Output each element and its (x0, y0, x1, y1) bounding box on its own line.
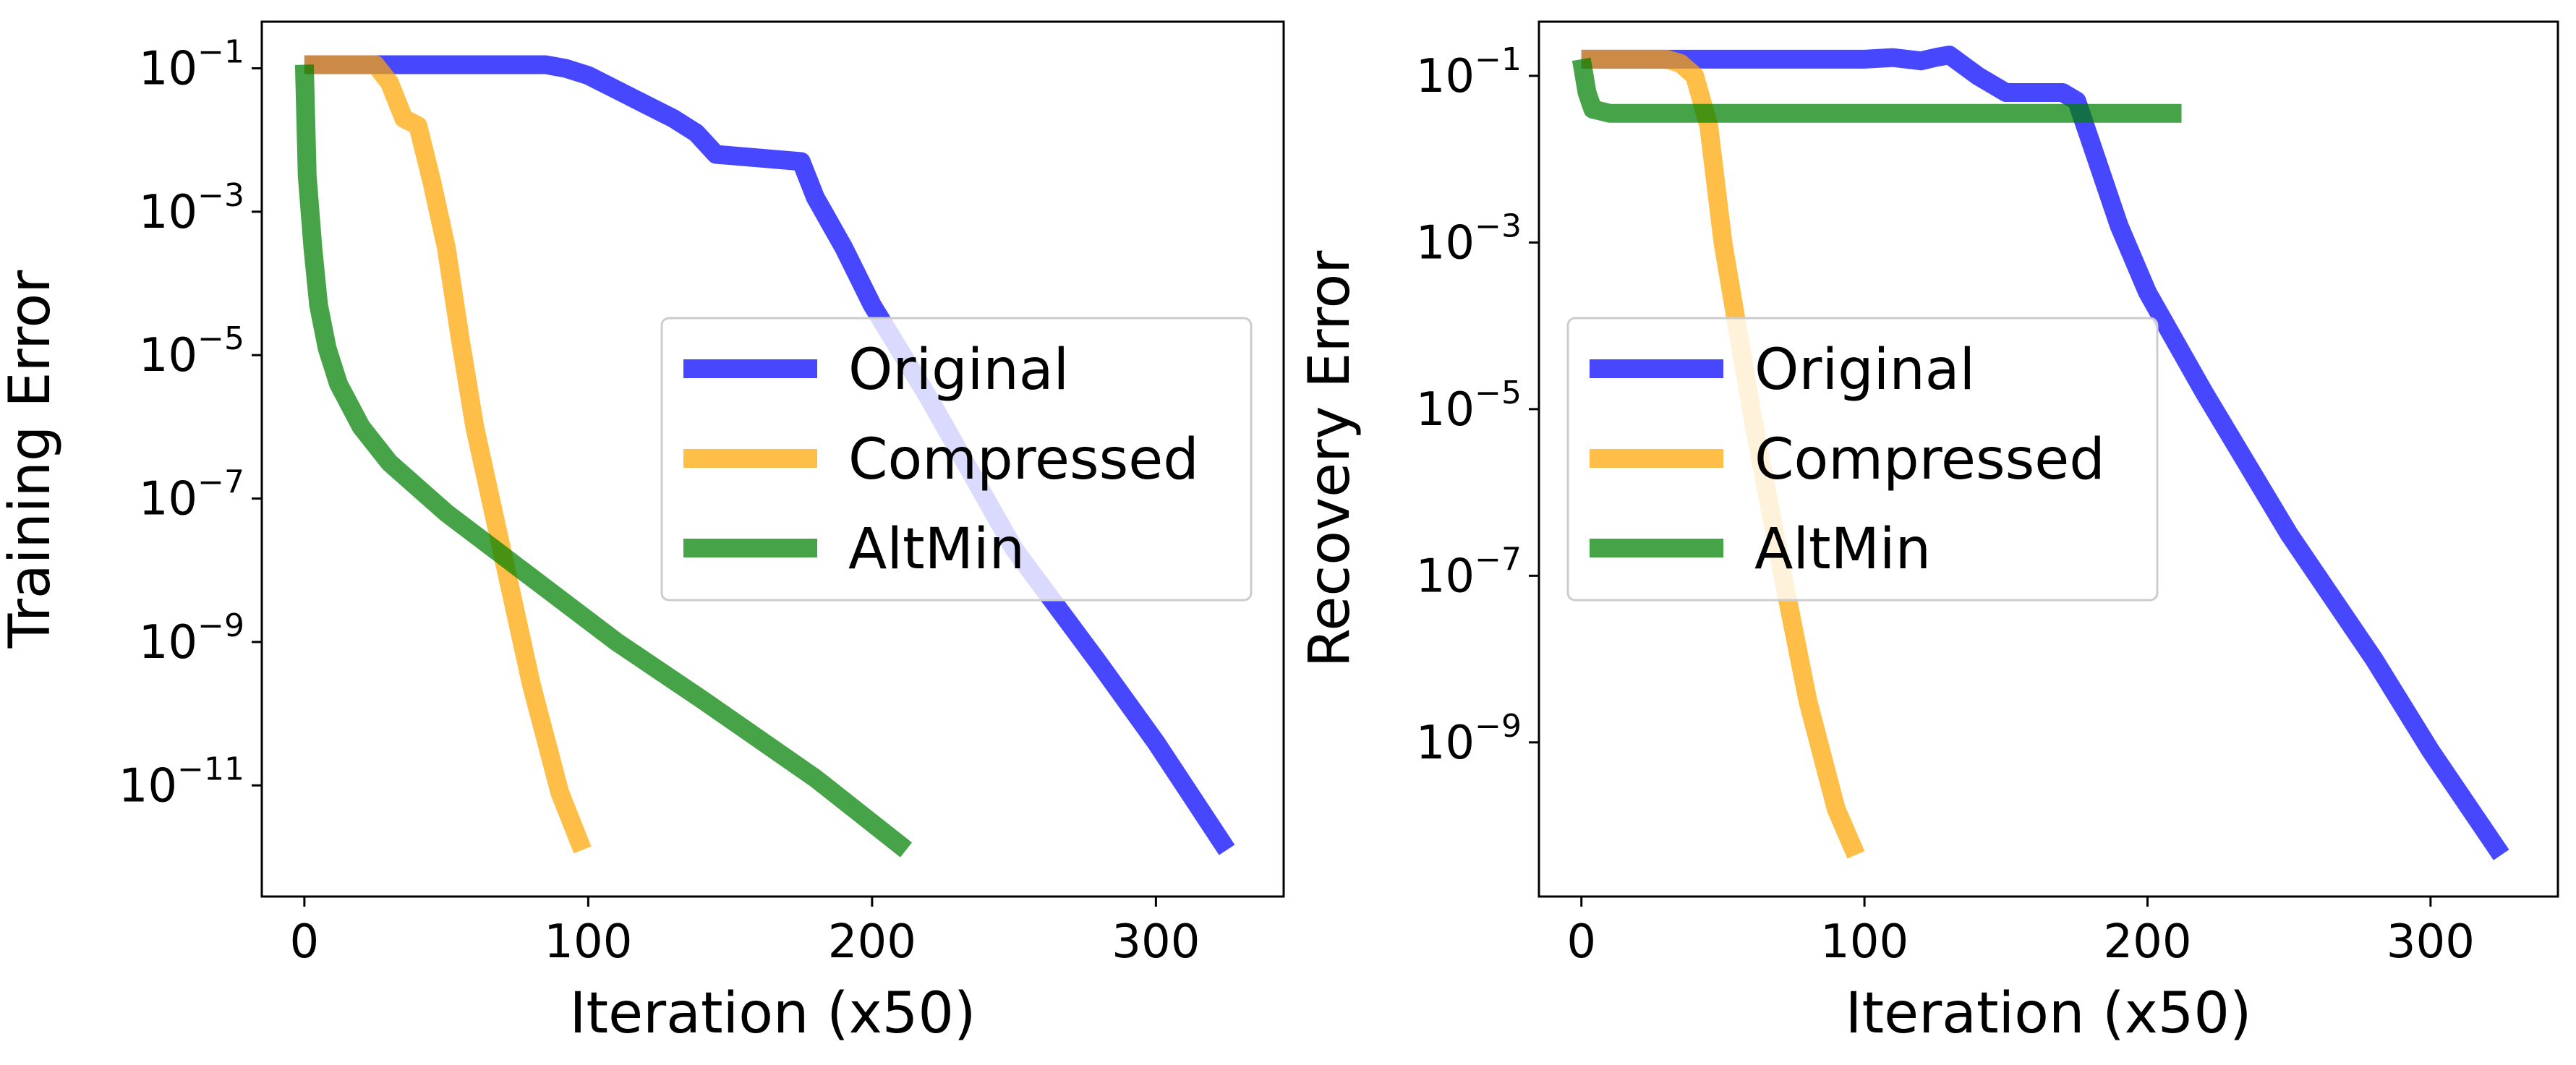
series-line-altmin (1571, 57, 2182, 123)
legend-box (660, 317, 1253, 602)
x-tick-label: 0 (290, 915, 320, 969)
legend: Original Compressed AltMin (660, 317, 1253, 602)
x-tick-label: 0 (1566, 915, 1596, 969)
legend-label-compressed: Compressed (1754, 427, 2105, 492)
y-axis-label: Training Error (0, 270, 63, 649)
legend: Original Compressed AltMin (1566, 317, 2159, 602)
y-tick-label: 10−7 (1416, 541, 1522, 603)
x-tick-label: 200 (828, 915, 916, 969)
y-tick-label: 10−5 (1416, 375, 1522, 437)
series-line-original (304, 55, 1235, 855)
x-axis-label: Iteration (x50) (570, 981, 976, 1046)
series-line-original (1581, 46, 2509, 860)
y-tick-label: 10−11 (119, 750, 244, 813)
axes-frame (260, 20, 1285, 898)
series-line-altmin (294, 64, 913, 857)
legend-label-compressed: Compressed (848, 427, 1199, 492)
y-axis-label: Recovery Error (1297, 250, 1362, 668)
y-tick-label: 10−7 (139, 464, 244, 526)
legend-box (1566, 317, 2159, 602)
x-tick-label: 200 (2103, 915, 2191, 969)
legend-label-altmin: AltMin (848, 517, 1025, 582)
chart-panel-2: 0 100 200 300 10−1 10−3 10−5 10−7 10−9 Iteration … (1297, 20, 2559, 1046)
x-tick-label: 100 (544, 915, 632, 969)
series-line-compressed (1581, 49, 1865, 859)
y-tick-label: 10−9 (139, 607, 244, 670)
y-tick-label: 10−3 (139, 177, 244, 239)
axes-frame (1538, 20, 2559, 898)
y-tick-label: 10−5 (139, 320, 244, 382)
y-tick-label: 10−9 (1416, 708, 1522, 770)
x-tick-label: 100 (1820, 915, 1908, 969)
x-tick-label: 300 (1112, 915, 1200, 969)
legend-label-original: Original (1754, 338, 1975, 403)
x-axis-label: Iteration (x50) (1846, 981, 2252, 1046)
y-tick-label: 10−1 (139, 33, 244, 95)
y-tick-label: 10−3 (1416, 208, 1522, 270)
series-line-compressed (304, 55, 592, 854)
x-tick-label: 300 (2387, 915, 2475, 969)
legend-label-original: Original (848, 338, 1069, 403)
y-tick-label: 10−1 (1416, 41, 1522, 103)
chart-panel-1: 0 100 200 300 10−1 10−3 10−5 10−7 10−9 10−11 Itera… (0, 20, 1285, 1046)
legend-label-altmin: AltMin (1754, 517, 1931, 582)
